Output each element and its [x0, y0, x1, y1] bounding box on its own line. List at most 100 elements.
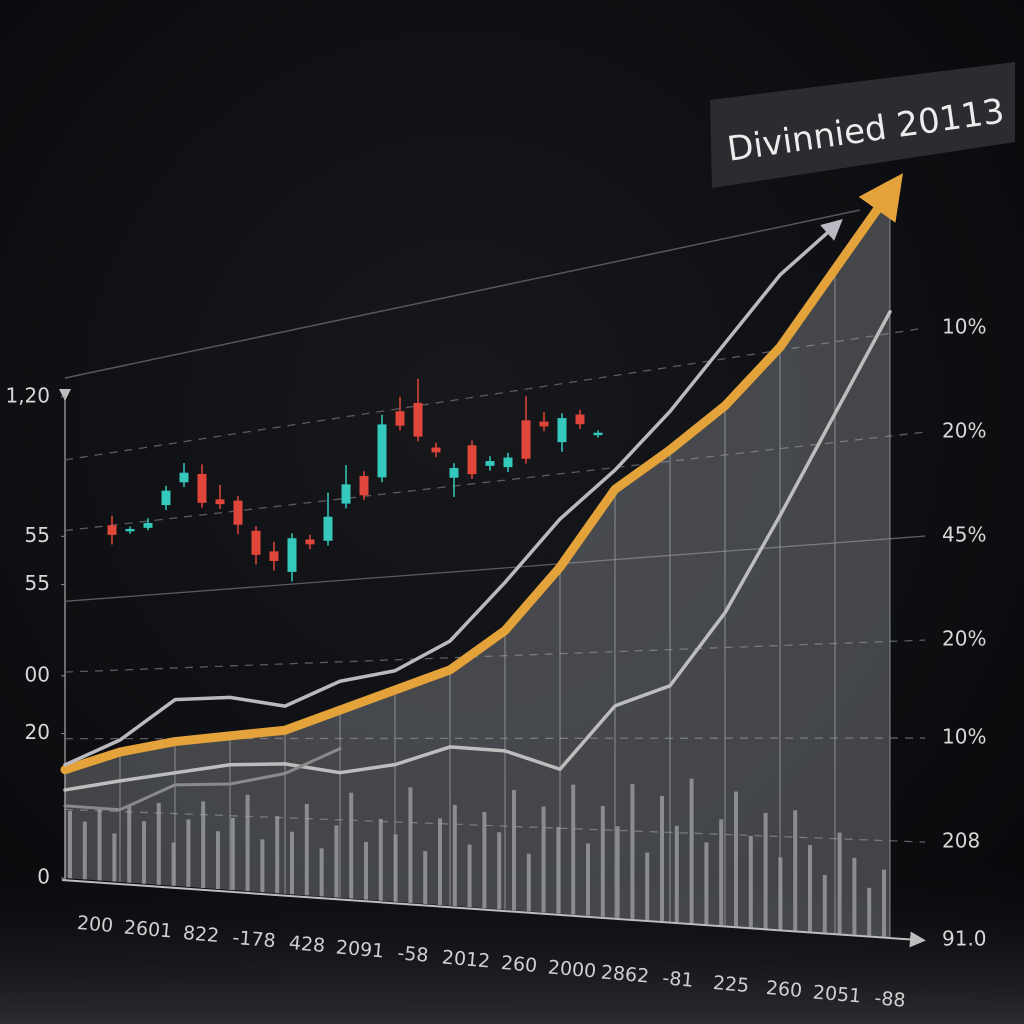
volume-bar — [630, 784, 635, 919]
volume-bar — [364, 841, 368, 900]
volume-bar — [852, 857, 857, 935]
line — [63, 310, 892, 792]
volume-bar — [438, 818, 442, 905]
volume-bar — [882, 869, 886, 937]
x-tick-label: 2012 — [441, 946, 491, 972]
candle-body — [233, 500, 243, 525]
volume-bar — [452, 805, 457, 907]
candle-body — [161, 490, 171, 506]
y2-tick-label: 10% — [942, 315, 986, 339]
y-tick-label: 1,20 — [5, 383, 50, 407]
volume-bar — [586, 843, 590, 916]
line — [60, 173, 903, 775]
volume-bar — [748, 835, 753, 928]
line — [63, 219, 843, 767]
volume-bar — [82, 821, 87, 880]
candle-body — [485, 461, 495, 466]
candle-body — [143, 523, 153, 528]
x-axis — [61, 879, 926, 948]
volume-bar — [156, 802, 161, 885]
grid-line — [64, 431, 926, 532]
candle-body — [395, 411, 405, 426]
volume-bar — [423, 850, 428, 904]
y2-tick-label: 20% — [942, 419, 986, 443]
volume-bar — [201, 801, 206, 888]
volume-bar — [275, 816, 280, 894]
candle-body — [467, 445, 477, 475]
candle-body — [575, 414, 585, 425]
volume-bar — [245, 794, 250, 892]
frame-line — [64, 209, 861, 379]
volume-bar — [763, 812, 768, 929]
candle-body — [503, 457, 513, 468]
volume-bar — [867, 887, 872, 936]
candle-body — [539, 421, 549, 427]
candle-body — [251, 530, 261, 555]
volume-bar — [112, 833, 117, 882]
volume-bar — [216, 831, 220, 890]
volume-bar — [689, 778, 694, 924]
volume-bar — [719, 819, 724, 926]
y2-tick-label: 91.0 — [942, 927, 987, 951]
x-tick-label: 260 — [500, 952, 538, 977]
volume-bar — [171, 842, 176, 886]
candle-body — [557, 418, 567, 443]
title-box — [710, 62, 1015, 188]
x-tick-label: 2091 — [335, 936, 385, 962]
y2-tick-label: 45% — [942, 523, 986, 547]
volume-bar — [734, 791, 738, 927]
volume-bar — [334, 825, 339, 898]
volume-bar — [349, 792, 354, 899]
x-tick-label: 2051 — [812, 981, 862, 1007]
volume-bar — [378, 818, 383, 901]
candle-body — [359, 476, 369, 496]
volume-bar — [837, 832, 842, 934]
y-tick-label: 55 — [25, 571, 50, 595]
x-tick-label: -58 — [397, 942, 430, 967]
candle-body — [413, 402, 423, 437]
x-tick-label: -81 — [662, 967, 695, 992]
area — [65, 191, 890, 938]
x-tick-label: 260 — [765, 977, 803, 1002]
candle-body — [521, 420, 531, 459]
candle-body — [305, 539, 315, 545]
volume-bar — [808, 845, 812, 932]
candle-body — [593, 432, 603, 436]
candle-body — [323, 516, 333, 541]
y-tick-label: 0 — [37, 865, 50, 889]
volume-bar — [304, 803, 309, 896]
y-tick-label: 00 — [25, 662, 50, 686]
volume-bar — [290, 831, 294, 895]
volume-bar — [571, 784, 576, 915]
volume-bar — [822, 874, 827, 933]
volume-bar — [512, 790, 516, 911]
volume-bar — [467, 844, 472, 908]
candle-body — [287, 538, 297, 572]
volume-bar — [497, 832, 502, 910]
x-tick-label: 200 — [76, 912, 114, 937]
candle-body — [107, 525, 117, 535]
y2-tick-label: 10% — [942, 725, 986, 749]
volume-bar — [482, 811, 487, 909]
volume-bar — [645, 852, 650, 920]
x-tick-label: 2000 — [547, 956, 597, 982]
volume-bar — [704, 842, 709, 925]
x-tick-label: 428 — [288, 932, 326, 957]
y2-tick-label: 20% — [942, 627, 986, 651]
x-tick-label: -88 — [874, 987, 907, 1012]
volume-bar — [660, 795, 664, 921]
volume-bar — [556, 826, 561, 914]
volume-bar — [260, 839, 265, 893]
plot — [60, 173, 926, 938]
volume-bar — [127, 805, 132, 883]
volume-bar — [408, 787, 413, 903]
volume-bar — [230, 817, 235, 891]
volume-bar — [615, 826, 620, 918]
x-tick-label: 225 — [712, 972, 750, 997]
candle-body — [197, 473, 207, 503]
volume-bar — [600, 806, 605, 917]
y-tick-label: 20 — [25, 720, 50, 744]
x-tick-label: -178 — [232, 927, 277, 953]
candle-body — [125, 528, 135, 532]
line — [63, 747, 342, 812]
